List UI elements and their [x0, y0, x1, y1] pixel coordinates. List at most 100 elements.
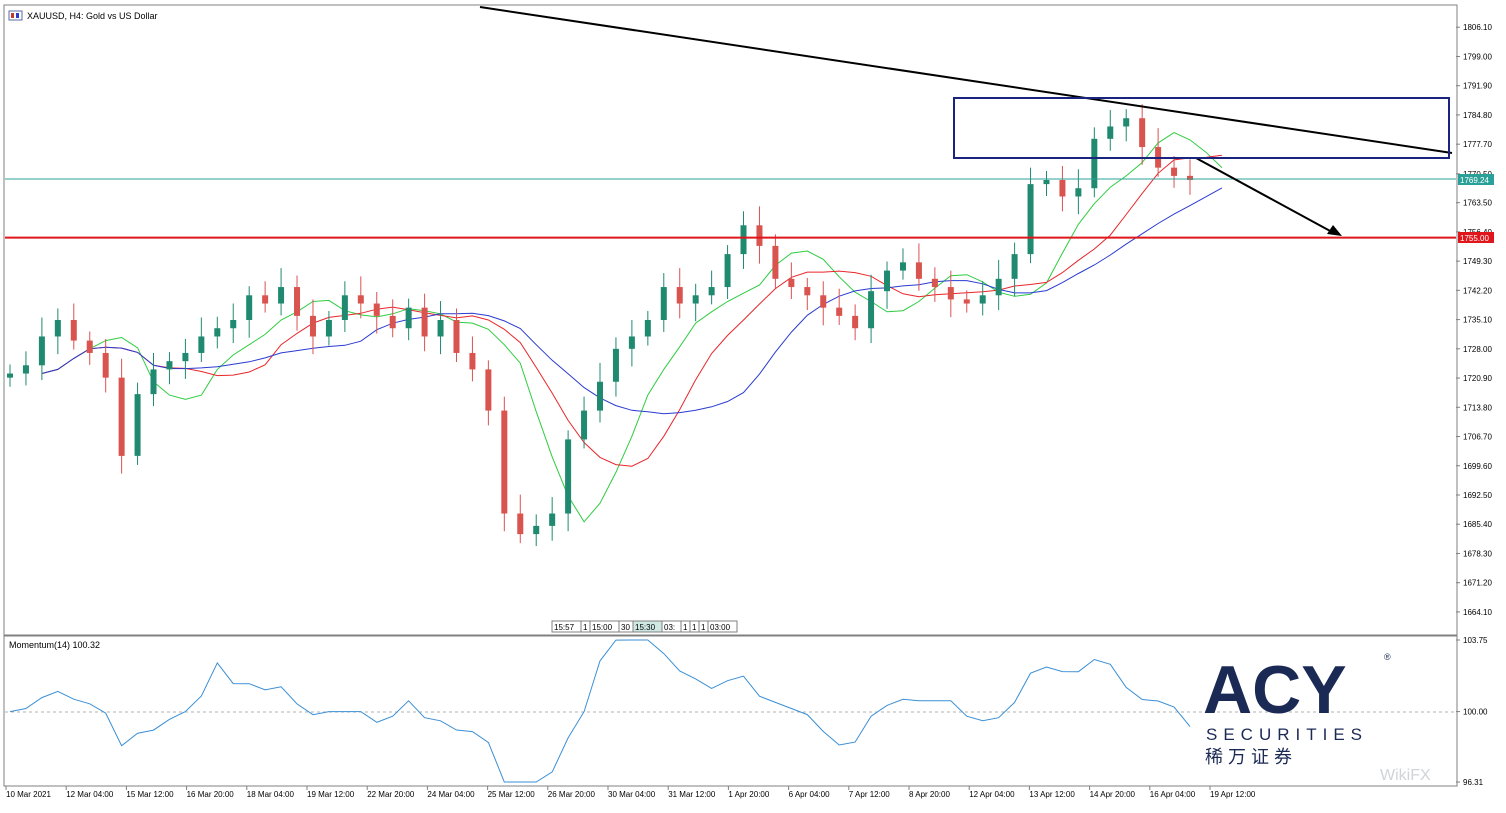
- candle-body: [198, 336, 205, 353]
- price-tick-label: 1720.90: [1463, 374, 1492, 383]
- candle-body: [1043, 180, 1050, 185]
- candle-body: [947, 287, 954, 300]
- candle-body: [979, 295, 986, 304]
- candle-body: [1139, 118, 1146, 148]
- time-tick-label: 16 Mar 20:00: [187, 790, 235, 799]
- time-tick-label: 10 Mar 2021: [6, 790, 51, 799]
- candle-body: [1059, 180, 1066, 197]
- candle-body: [1011, 254, 1018, 279]
- time-tick-label: 13 Apr 12:00: [1029, 790, 1075, 799]
- period-marker-label: 1: [683, 623, 688, 632]
- period-marker-box: [707, 620, 738, 633]
- momentum-tick-label: 103.75: [1463, 636, 1488, 645]
- candle-body: [1091, 138, 1098, 189]
- projection-arrow[interactable]: [1195, 157, 1333, 233]
- time-tick-label: 19 Apr 12:00: [1210, 790, 1256, 799]
- momentum-tick-label: 100.00: [1463, 708, 1488, 717]
- candle-body: [804, 287, 811, 296]
- time-tick-label: 15 Mar 12:00: [126, 790, 174, 799]
- time-tick-label: 1 Apr 20:00: [728, 790, 769, 799]
- period-marker-label: 30: [621, 623, 630, 632]
- time-tick-label: 18 Mar 04:00: [247, 790, 295, 799]
- candle-body: [724, 254, 731, 288]
- time-tick-label: 14 Apr 20:00: [1090, 790, 1136, 799]
- trendline[interactable]: [479, 6, 1453, 154]
- candle-body: [118, 377, 125, 456]
- logo-tagline: SECURITIES: [1206, 725, 1368, 744]
- candle-body: [692, 295, 699, 304]
- window-title: XAUUSD, H4: Gold vs US Dollar: [27, 11, 158, 21]
- time-tick-label: 19 Mar 12:00: [307, 790, 355, 799]
- main-chart-frame: [3, 4, 1458, 636]
- candle-body: [389, 315, 396, 329]
- candle-body: [931, 278, 938, 288]
- period-marker-label: 15:00: [592, 623, 613, 632]
- price-tick-label: 1749.30: [1463, 257, 1492, 266]
- candle-body: [772, 245, 779, 279]
- watermark: WikiFX: [1380, 767, 1431, 784]
- candle-body: [1075, 188, 1082, 197]
- candle-body: [341, 295, 348, 320]
- time-tick-label: 6 Apr 04:00: [789, 790, 830, 799]
- time-tick-label: 30 Mar 04:00: [608, 790, 656, 799]
- period-marker-label: 15:57: [554, 623, 575, 632]
- period-marker-label: 1: [692, 623, 697, 632]
- price-tick-label: 1671.20: [1463, 579, 1492, 588]
- candle-body: [405, 307, 412, 329]
- support-price-tag: 1755.00: [1458, 232, 1494, 243]
- logo-brand: ACY: [1203, 652, 1347, 728]
- momentum-line: [9, 639, 1191, 783]
- price-tick-label: 1664.10: [1463, 608, 1492, 617]
- candle-body: [86, 340, 93, 353]
- candle-body: [820, 295, 827, 308]
- candle-body: [7, 373, 13, 378]
- price-tick-label: 1685.40: [1463, 520, 1492, 529]
- price-tick-label: 1692.50: [1463, 491, 1492, 500]
- candle-body: [437, 320, 444, 337]
- period-markers[interactable]: 15:57 1 15:00 30 15:30 03: 1 1 1 03:00: [551, 620, 738, 633]
- window-icon[interactable]: [8, 10, 23, 21]
- candle-body: [1171, 167, 1178, 176]
- momentum-tick-label: 96.31: [1463, 778, 1484, 787]
- candle-body: [899, 262, 906, 271]
- candle-body: [676, 287, 683, 304]
- price-tick-label: 1742.20: [1463, 286, 1492, 295]
- candle-body: [373, 303, 380, 316]
- candle-body: [517, 513, 524, 535]
- candle-body: [182, 352, 189, 362]
- candle-body: [278, 287, 285, 304]
- momentum-label: Momentum(14) 100.32: [9, 640, 100, 650]
- time-tick-label: 31 Mar 12:00: [668, 790, 716, 799]
- price-tick-label: 1706.70: [1463, 433, 1492, 442]
- period-marker-label: 1: [701, 623, 706, 632]
- candle-body: [54, 320, 61, 337]
- ma-mid-line: [41, 154, 1222, 467]
- period-marker-label: 03:: [664, 623, 675, 632]
- resistance-box[interactable]: [953, 97, 1450, 159]
- price-tick-label: 1735.10: [1463, 316, 1492, 325]
- time-tick-label: 16 Apr 04:00: [1150, 790, 1196, 799]
- candle-body: [740, 225, 747, 255]
- moving-averages: [41, 132, 1223, 523]
- candle-body: [469, 352, 476, 370]
- candle-body: [501, 410, 508, 514]
- candle-body: [995, 278, 1002, 296]
- candle-body: [22, 365, 29, 374]
- time-tick-label: 12 Mar 04:00: [66, 790, 114, 799]
- candle-body: [325, 320, 332, 337]
- candle-body: [1123, 118, 1130, 127]
- candle-body: [836, 307, 843, 316]
- ma-fast-line: [41, 132, 1223, 523]
- candle-body: [214, 328, 221, 337]
- candle-body: [963, 299, 970, 304]
- candle-body: [756, 225, 763, 246]
- current-price-label: 1769.24: [1460, 176, 1489, 185]
- candle-body: [309, 315, 316, 337]
- price-tick-label: 1777.70: [1463, 140, 1492, 149]
- price-tick-label: 1799.00: [1463, 52, 1492, 61]
- price-tick-label: 1678.30: [1463, 549, 1492, 558]
- time-tick-label: 8 Apr 20:00: [909, 790, 950, 799]
- candle-body: [884, 270, 891, 292]
